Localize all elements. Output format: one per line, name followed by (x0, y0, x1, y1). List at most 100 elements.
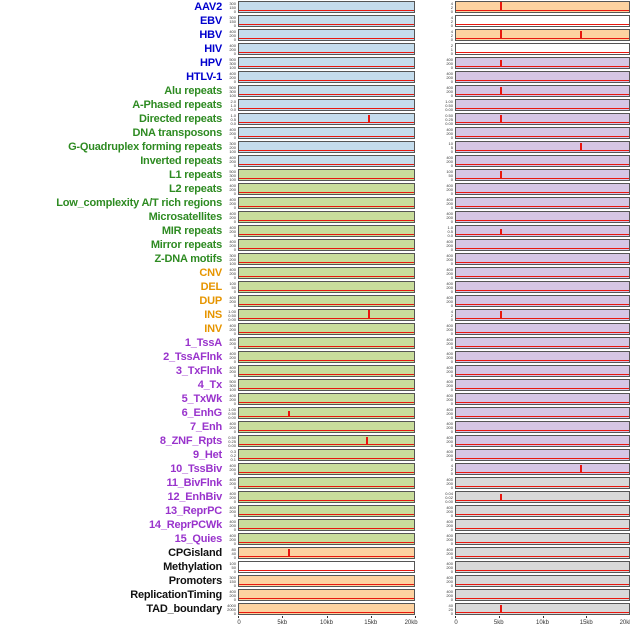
feature-row: Z-DNA motifs 300 200 100 400 200 0 (0, 252, 630, 266)
y-tick-label: 1.00 (445, 99, 453, 104)
y-tick-label: 0 (450, 8, 453, 13)
row-label: A-Phased repeats (132, 99, 222, 111)
mini-plot-left (238, 1, 415, 13)
y-axis-ticks-left: 400 200 0 (226, 338, 238, 349)
y-tick-label: 0.25 (445, 116, 453, 122)
y-tick-label: 0 (233, 568, 236, 573)
y-tick-label: 0 (233, 204, 236, 209)
y-axis-ticks-left: 300 200 100 (226, 142, 238, 153)
x-tick-label: 10kb (535, 620, 550, 626)
signal-baseline (456, 276, 629, 277)
y-axis-ticks-right: 400 200 0 (415, 520, 455, 531)
y-tick-label: 0 (450, 596, 453, 601)
y-tick-label: 200 (229, 298, 236, 304)
y-tick-label: 200 (446, 88, 453, 94)
signal-baseline (456, 458, 629, 459)
y-tick-label: 300 (229, 141, 236, 146)
signal-spike (579, 31, 582, 39)
signal-baseline (456, 416, 629, 417)
row-label: 2_TssAFlnk (163, 351, 222, 363)
signal-baseline (239, 388, 414, 389)
y-tick-label: 0 (233, 302, 236, 307)
signal-baseline (239, 444, 414, 445)
y-tick-label: 0 (450, 22, 453, 27)
y-tick-label: 400 (446, 533, 453, 538)
y-tick-label: 400 (446, 477, 453, 482)
mini-plot-right (455, 267, 630, 279)
y-axis-ticks-left: 400 200 0 (226, 30, 238, 41)
x-tick-mark (586, 616, 588, 618)
signal-baseline (456, 262, 629, 263)
y-tick-label: 5 (450, 144, 453, 150)
y-tick-label: 0 (233, 218, 236, 223)
y-tick-label: 400 (229, 421, 236, 426)
y-tick-label: 200 (229, 186, 236, 192)
y-tick-label: 200 (446, 564, 453, 570)
y-tick-label: 200 (229, 396, 236, 402)
y-tick-label: 0 (233, 134, 236, 139)
signal-baseline (239, 122, 414, 123)
feature-row: Low_complexity A/T rich regions 400 200 0 40… (0, 196, 630, 210)
feature-row: 9_Het 0.3 0.2 0.1 400 200 0 (0, 448, 630, 462)
row-label: ReplicationTiming (130, 589, 222, 601)
feature-row: HIV 400 200 0 2 1 0 (0, 42, 630, 56)
feature-row: A-Phased repeats 2.0 1.0 0.0 1.00 0.50 0.00 (0, 98, 630, 112)
y-tick-label: 0 (233, 596, 236, 601)
y-tick-label: 2 (450, 466, 453, 472)
signal-spike (368, 114, 371, 123)
y-tick-label: 400 (446, 57, 453, 62)
signal-baseline (239, 402, 414, 403)
signal-baseline (239, 108, 414, 109)
y-tick-label: 200 (446, 284, 453, 290)
mini-plot-right (455, 155, 630, 167)
y-tick-label: 300 (229, 575, 236, 580)
y-axis-ticks-left: 300 150 0 (226, 2, 238, 13)
mini-plot-left (238, 421, 415, 433)
y-tick-label: 200 (229, 158, 236, 164)
y-tick-label: 200 (446, 60, 453, 66)
y-tick-label: 0.0 (447, 232, 453, 237)
mini-plot-right (455, 295, 630, 307)
row-label: Z-DNA motifs (154, 253, 223, 265)
y-tick-label: 200 (229, 74, 236, 80)
y-tick-label: 4 (450, 463, 453, 468)
mini-plot-right (455, 141, 630, 153)
y-axis-ticks-left: 400 200 0 (226, 324, 238, 335)
y-tick-label: 0 (233, 484, 236, 489)
y-tick-label: 0.50 (228, 312, 236, 318)
y-axis-ticks-left: 1.00 0.50 0.00 (226, 408, 238, 419)
feature-row: 15_Quies 400 200 0 400 200 0 (0, 532, 630, 546)
y-axis-ticks-right: 1.0 0.5 0.0 (415, 226, 455, 237)
y-tick-label: 200 (229, 130, 236, 136)
y-axis-ticks-left: 400 200 0 (226, 352, 238, 363)
y-tick-label: 0.00 (445, 106, 453, 111)
y-axis-ticks-left: 300 200 100 (226, 254, 238, 265)
y-axis-ticks-right: 400 200 0 (415, 590, 455, 601)
signal-spike (287, 410, 290, 417)
y-tick-label: 0 (233, 610, 236, 615)
y-tick-label: 0 (233, 162, 236, 167)
signal-baseline (456, 570, 629, 571)
y-tick-label: 0 (233, 358, 236, 363)
y-tick-label: 100 (229, 148, 236, 153)
mini-plot-left (238, 71, 415, 83)
row-label: 10_TssBiv (170, 463, 222, 475)
y-tick-label: 0.50 (445, 102, 453, 108)
y-tick-label: 0.50 (228, 435, 236, 440)
mini-plot-left (238, 575, 415, 587)
y-tick-label: 2 (450, 32, 453, 38)
y-tick-label: 200 (446, 508, 453, 514)
y-tick-label: 200 (446, 74, 453, 80)
y-tick-label: 200 (446, 326, 453, 332)
y-axis-ticks-right: 400 200 0 (415, 184, 455, 195)
y-tick-label: 4 (450, 29, 453, 34)
mini-plot-right (455, 29, 630, 41)
y-tick-label: 0 (450, 134, 453, 139)
signal-baseline (239, 346, 414, 347)
signal-baseline (456, 402, 629, 403)
y-tick-label: 0 (450, 260, 453, 265)
mini-plot-right (455, 337, 630, 349)
signal-baseline (456, 486, 629, 487)
row-label: Inverted repeats (140, 155, 222, 167)
y-tick-label: 0 (233, 8, 236, 13)
